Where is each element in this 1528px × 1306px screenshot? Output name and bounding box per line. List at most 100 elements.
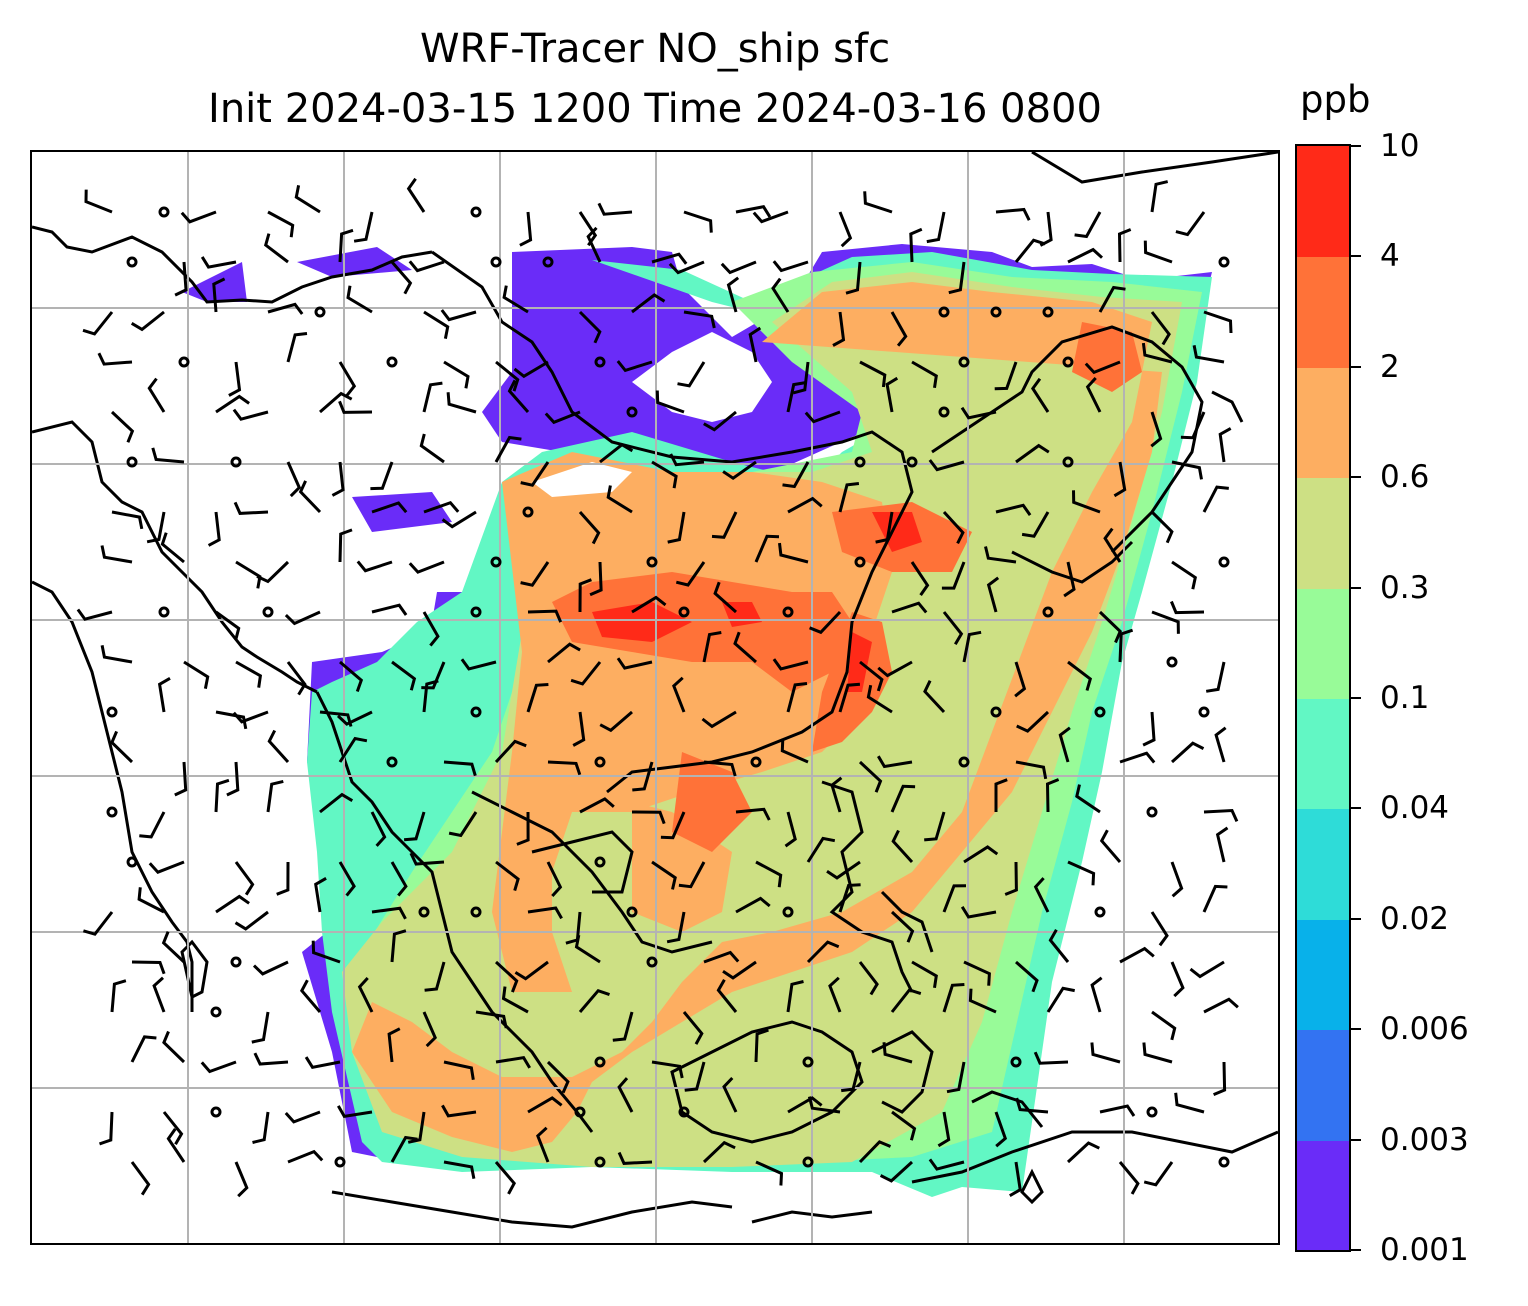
wind-barb	[651, 1060, 684, 1079]
calm-wind-marker	[626, 906, 638, 918]
wind-barb	[787, 1096, 823, 1114]
calm-wind-marker	[594, 856, 606, 868]
wind-barb	[994, 1111, 1008, 1148]
wind-barb	[1067, 247, 1104, 264]
wind-barb	[1142, 711, 1156, 747]
wind-barb	[1045, 778, 1060, 813]
wind-barb	[875, 511, 894, 544]
wind-barb	[100, 645, 133, 664]
wind-barb	[1016, 710, 1050, 733]
wind-barb	[161, 931, 186, 964]
wind-barb	[960, 906, 997, 919]
wind-barb	[1021, 511, 1050, 538]
field-white-void	[532, 332, 772, 497]
wind-barb	[1203, 808, 1239, 823]
wind-barb	[838, 682, 861, 713]
wind-barb	[424, 961, 446, 992]
colorbar-tick-label: 0.006	[1380, 1011, 1469, 1048]
wind-barb	[234, 910, 269, 931]
wind-barb	[407, 1111, 426, 1144]
wind-barb	[319, 391, 353, 414]
wind-barb	[669, 453, 705, 467]
wind-barb	[722, 960, 757, 980]
wind-barb	[346, 285, 373, 314]
calm-wind-marker	[854, 556, 866, 568]
wind-barb	[1072, 490, 1101, 514]
wind-barb	[183, 660, 210, 689]
wind-barb	[174, 261, 188, 297]
wind-barb	[845, 261, 862, 295]
wind-barb	[1203, 997, 1239, 1014]
wind-barb	[683, 310, 716, 329]
wind-barb	[151, 447, 185, 464]
calm-wind-marker	[106, 706, 118, 718]
wind-barb	[923, 680, 946, 714]
calm-wind-marker	[626, 406, 638, 418]
field-band-2	[352, 282, 1162, 1152]
wind-barb	[651, 860, 677, 890]
wind-barb	[232, 408, 269, 421]
wind-barb	[371, 603, 408, 616]
calm-wind-marker	[178, 356, 190, 368]
wind-barb	[701, 710, 737, 729]
wind-barb	[838, 211, 853, 248]
wind-barb	[882, 1042, 913, 1064]
wind-barb	[256, 560, 290, 584]
wind-barb	[891, 1110, 917, 1141]
wind-barb	[338, 228, 354, 263]
calm-wind-marker	[158, 606, 170, 618]
wind-barb	[353, 211, 374, 243]
wind-barb	[804, 410, 841, 424]
calm-wind-marker	[210, 1006, 222, 1018]
wind-barb	[276, 861, 290, 896]
chart-title-line1: WRF-Tracer NO_ship sfc	[419, 26, 891, 72]
calm-wind-marker	[126, 456, 138, 468]
wind-barb	[544, 410, 581, 425]
wind-barb	[832, 311, 846, 347]
wind-barb	[879, 1160, 914, 1183]
calm-wind-marker	[386, 356, 398, 368]
wind-barb	[1099, 1104, 1136, 1117]
wind-barb	[370, 461, 394, 491]
wind-barb	[174, 761, 188, 797]
wind-barb	[1202, 884, 1228, 913]
wind-barb	[1174, 1092, 1205, 1114]
colorbar-tick-mark	[1351, 476, 1361, 479]
wind-barb	[1117, 228, 1132, 263]
wind-barb	[495, 1055, 531, 1069]
wind-barb	[752, 210, 789, 224]
wind-barb	[162, 1030, 186, 1064]
wind-barb	[612, 1011, 634, 1042]
wind-barb	[890, 910, 915, 943]
wind-barb	[1143, 1161, 1174, 1187]
wind-barb	[941, 561, 966, 590]
colorbar-tick-mark	[1351, 365, 1361, 368]
wind-barb	[235, 660, 263, 688]
wind-barb	[703, 410, 737, 432]
wind-barb	[682, 1011, 704, 1045]
wind-barb	[147, 377, 166, 413]
wind-barb	[995, 503, 1032, 516]
wind-barb	[1215, 826, 1229, 863]
wind-barb	[1009, 1161, 1022, 1197]
wind-barb	[166, 1128, 186, 1163]
wind-barb	[928, 459, 965, 472]
wind-barb	[651, 460, 678, 489]
wind-barb	[267, 210, 295, 238]
wind-barb	[443, 1060, 475, 1080]
wind-barb	[338, 736, 368, 763]
calm-wind-marker	[106, 806, 118, 818]
wind-barb	[667, 511, 686, 544]
wind-barb	[1099, 829, 1122, 863]
calm-wind-marker	[958, 756, 970, 768]
wind-barb	[286, 461, 302, 498]
wind-barb	[1113, 461, 1127, 498]
wind-barb	[1218, 427, 1232, 463]
wind-barb	[1015, 760, 1048, 780]
wind-barb	[157, 677, 171, 713]
wind-barb	[1151, 610, 1180, 634]
wind-barb	[294, 185, 321, 214]
wind-barb	[858, 1140, 892, 1164]
wind-barb	[1067, 660, 1093, 691]
wind-barb	[370, 811, 387, 847]
